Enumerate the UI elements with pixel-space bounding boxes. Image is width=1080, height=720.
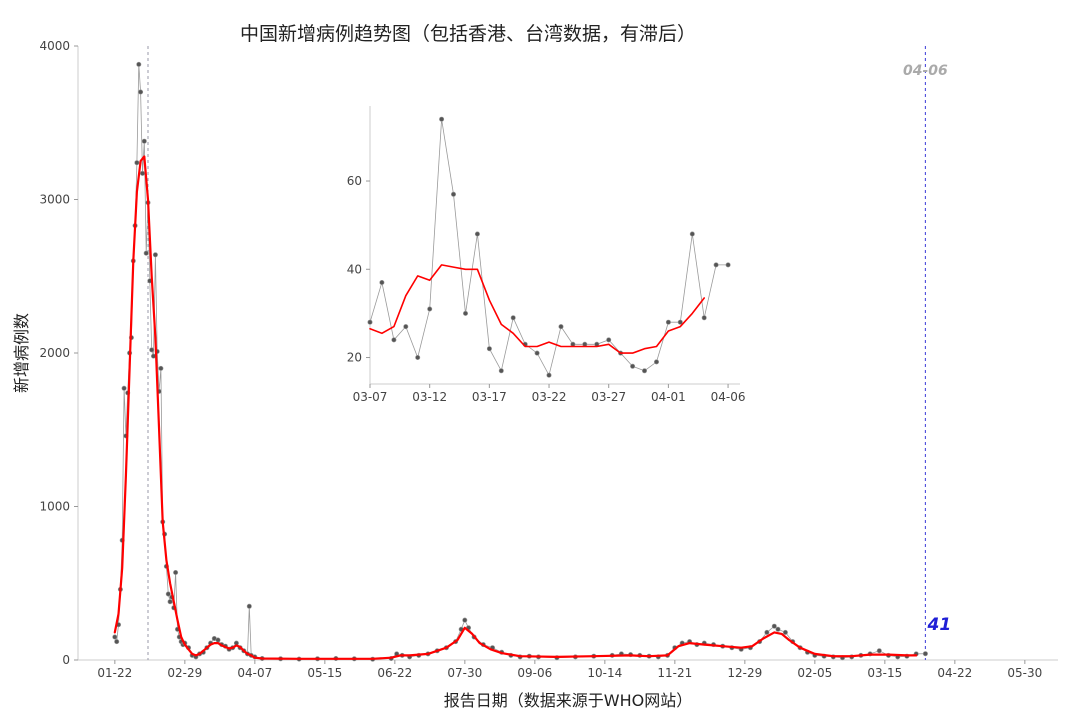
y-tick-label: 4000 bbox=[39, 39, 70, 53]
x-tick-label: 05-30 bbox=[1007, 666, 1042, 680]
x-ticks: 01-22 02-29 04-07 05-15 06-22 07-30 09-06 10-14… bbox=[97, 660, 1042, 680]
x-tick-label: 10-14 bbox=[587, 666, 622, 680]
raw-series-line bbox=[114, 64, 926, 660]
data-point bbox=[136, 61, 142, 67]
inset-panel: 20 40 60 03-07 03-12 03-17 03-22 03-27 04-01 04-… bbox=[347, 106, 746, 404]
inset-series bbox=[367, 116, 731, 378]
data-point bbox=[215, 637, 221, 643]
raw-series-line bbox=[369, 119, 729, 377]
x-tick-label: 04-01 bbox=[651, 390, 686, 404]
data-point bbox=[558, 324, 564, 330]
y-tick-label: 2000 bbox=[39, 346, 70, 360]
y-axis-title: 新增病例数 bbox=[12, 313, 31, 393]
x-tick-label: 06-22 bbox=[377, 666, 412, 680]
data-point bbox=[474, 231, 480, 237]
data-point bbox=[641, 368, 647, 374]
data-point bbox=[141, 138, 147, 144]
chart-title: 中国新增病例趋势图（包括香港、台湾数据，有滞后） bbox=[240, 23, 696, 45]
data-point bbox=[140, 170, 146, 176]
y-tick-label: 3000 bbox=[39, 193, 70, 207]
inset-y-ticks: 20 40 60 bbox=[347, 174, 370, 365]
x-tick-label: 01-22 bbox=[97, 666, 132, 680]
data-point bbox=[415, 354, 421, 360]
latest-value-label: 41 bbox=[927, 615, 952, 635]
y-tick-label: 0 bbox=[62, 653, 70, 667]
data-point bbox=[606, 337, 612, 343]
latest-date-label: 04-06 bbox=[903, 63, 948, 79]
data-point bbox=[114, 639, 120, 645]
inset-x-ticks: 03-07 03-12 03-17 03-22 03-27 04-01 04-06 bbox=[353, 384, 746, 404]
smoothed-series-line bbox=[113, 155, 918, 660]
data-point bbox=[158, 365, 164, 371]
data-point bbox=[143, 250, 149, 256]
data-point bbox=[367, 319, 373, 325]
data-point bbox=[403, 324, 409, 330]
data-point bbox=[498, 368, 504, 374]
y-tick-label: 20 bbox=[347, 351, 362, 365]
x-tick-label: 03-12 bbox=[412, 390, 447, 404]
data-point bbox=[534, 350, 540, 356]
data-point bbox=[876, 648, 882, 654]
data-point bbox=[149, 347, 155, 353]
data-point bbox=[462, 310, 468, 316]
x-tick-label: 02-29 bbox=[167, 666, 202, 680]
data-point bbox=[771, 623, 777, 629]
data-point bbox=[677, 319, 683, 325]
data-point bbox=[922, 651, 928, 657]
data-point bbox=[450, 191, 456, 197]
data-point bbox=[782, 629, 788, 635]
data-point bbox=[775, 626, 781, 632]
main-series bbox=[112, 61, 928, 662]
x-tick-label: 04-07 bbox=[237, 666, 272, 680]
data-point bbox=[134, 160, 140, 166]
data-point bbox=[391, 337, 397, 343]
x-tick-label: 03-27 bbox=[591, 390, 626, 404]
data-point bbox=[764, 629, 770, 635]
data-point bbox=[486, 346, 492, 352]
x-tick-label: 03-15 bbox=[867, 666, 902, 680]
data-point bbox=[713, 262, 719, 268]
data-point bbox=[165, 591, 171, 597]
x-tick-label: 11-21 bbox=[657, 666, 692, 680]
data-point bbox=[546, 372, 552, 378]
x-tick-label: 04-22 bbox=[937, 666, 972, 680]
data-point bbox=[379, 279, 385, 285]
smoothed-series-line bbox=[369, 264, 706, 354]
y-tick-label: 1000 bbox=[39, 500, 70, 514]
x-tick-label: 04-06 bbox=[711, 390, 746, 404]
x-tick-label: 03-07 bbox=[353, 390, 388, 404]
data-point bbox=[701, 315, 707, 321]
main-panel: 0 1000 2000 3000 4000 01-22 02-29 04-07 05-15 06… bbox=[39, 39, 1058, 680]
x-axis-title: 报告日期（数据来源于WHO网站） bbox=[444, 691, 692, 710]
data-point bbox=[427, 306, 433, 312]
data-point bbox=[630, 363, 636, 369]
x-tick-label: 09-06 bbox=[517, 666, 552, 680]
x-tick-label: 05-15 bbox=[307, 666, 342, 680]
y-ticks: 0 1000 2000 3000 4000 bbox=[39, 39, 78, 667]
data-point bbox=[665, 319, 671, 325]
data-point bbox=[167, 599, 173, 605]
data-point bbox=[439, 116, 445, 122]
x-tick-label: 12-29 bbox=[727, 666, 762, 680]
data-point bbox=[689, 231, 695, 237]
data-point bbox=[138, 89, 144, 95]
y-tick-label: 60 bbox=[347, 174, 362, 188]
data-point bbox=[653, 359, 659, 365]
data-point bbox=[510, 315, 516, 321]
x-tick-label: 03-22 bbox=[532, 390, 567, 404]
x-tick-label: 02-05 bbox=[797, 666, 832, 680]
x-tick-label: 07-30 bbox=[447, 666, 482, 680]
data-point bbox=[462, 617, 468, 623]
data-point bbox=[152, 252, 158, 258]
x-tick-label: 03-17 bbox=[472, 390, 507, 404]
data-point bbox=[112, 634, 118, 640]
y-tick-label: 40 bbox=[347, 262, 362, 276]
data-point bbox=[121, 385, 127, 391]
data-point bbox=[725, 262, 731, 268]
data-point bbox=[246, 603, 252, 609]
data-point bbox=[173, 569, 179, 575]
